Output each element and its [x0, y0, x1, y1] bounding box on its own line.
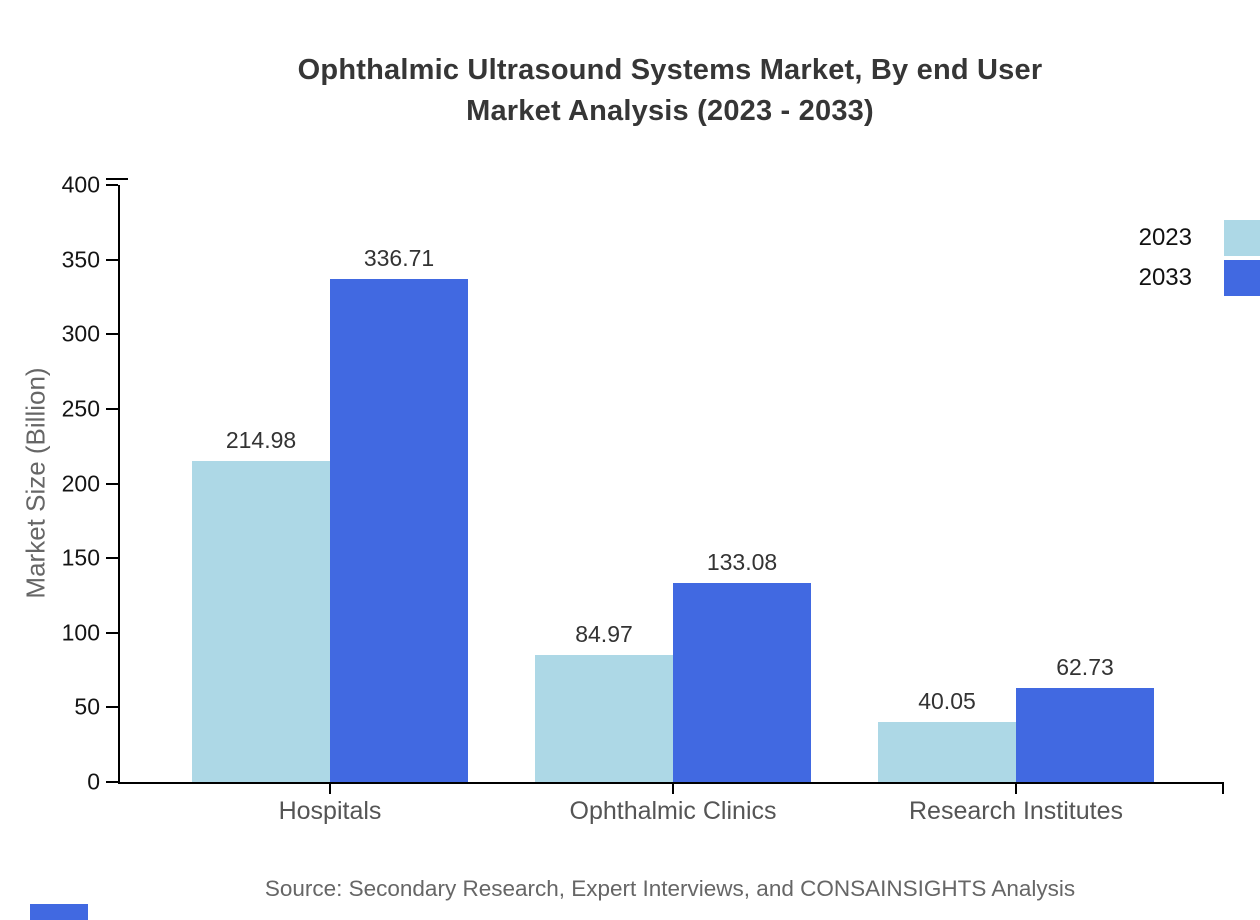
x-category-label: Hospitals — [278, 797, 382, 825]
bar-2023-ophthalmic-clinics — [535, 655, 673, 782]
bar-2033-ophthalmic-clinics — [673, 583, 811, 782]
legend-label-2023: 2023 — [1138, 224, 1192, 251]
legend-label-2033: 2033 — [1138, 264, 1192, 291]
legend-row-2033: 2033 — [1139, 258, 1260, 298]
value-label-2033: 133.08 — [706, 549, 778, 576]
y-axis-tick — [106, 333, 118, 336]
chart-title-line1: Ophthalmic Ultrasound Systems Market, By… — [297, 54, 1043, 86]
y-axis-tick — [106, 482, 118, 485]
y-axis-tick-label: 0 — [87, 768, 100, 795]
x-category-label: Ophthalmic Clinics — [569, 797, 777, 825]
y-axis-tick — [106, 631, 118, 634]
chart-title-line2: Market Analysis (2023 - 2033) — [466, 95, 874, 127]
y-axis-tick-label: 250 — [61, 395, 100, 422]
y-axis-tick-label: 150 — [61, 544, 100, 571]
value-label-2033: 336.71 — [363, 245, 435, 272]
legend: 2023 2033 — [1139, 218, 1260, 298]
source-note: Source: Secondary Research, Expert Inter… — [264, 876, 1076, 901]
value-label-2023: 214.98 — [225, 427, 297, 454]
value-label-2023: 84.97 — [575, 621, 633, 648]
y-axis-tick — [106, 557, 118, 560]
y-axis-tick-label: 350 — [61, 246, 100, 273]
y-axis-tick — [106, 407, 118, 410]
legend-swatch-2033 — [1224, 260, 1260, 296]
bar-2033-research-institutes — [1016, 688, 1154, 782]
y-axis-tick-label: 300 — [61, 320, 100, 347]
x-category-label: Research Institutes — [909, 797, 1123, 825]
plot-area: 0 50 100 150 200 250 300 350 400 214.98 336.71 Hosp… — [62, 172, 1224, 825]
legend-swatch-2023 — [1224, 220, 1260, 256]
bar-2033-hospitals — [330, 279, 468, 782]
y-axis-tick-label: 50 — [74, 693, 100, 720]
value-label-2033: 62.73 — [1056, 654, 1114, 681]
value-label-2023: 40.05 — [918, 688, 976, 715]
y-axis-tick-label: 100 — [61, 619, 100, 646]
y-axis-tick-label: 200 — [61, 470, 100, 496]
x-axis-tick — [329, 784, 331, 794]
bar-2023-hospitals — [192, 461, 330, 782]
x-axis-end-tick — [1222, 784, 1224, 794]
x-axis-tick — [1015, 784, 1017, 794]
legend-row-2023: 2023 — [1139, 218, 1260, 258]
x-axis-tick — [672, 784, 674, 794]
y-axis-tick — [106, 258, 118, 261]
y-axis-tick — [106, 781, 118, 783]
brand-watermark-block — [30, 904, 88, 920]
y-axis-tick-label: 400 — [61, 171, 100, 198]
y-axis-tick — [106, 706, 118, 709]
y-axis-end-cap — [106, 178, 128, 180]
chart-title: Ophthalmic Ultrasound Systems Market, By… — [118, 50, 1222, 132]
bar-2023-research-institutes — [878, 722, 1016, 782]
y-axis-tick — [106, 184, 118, 186]
